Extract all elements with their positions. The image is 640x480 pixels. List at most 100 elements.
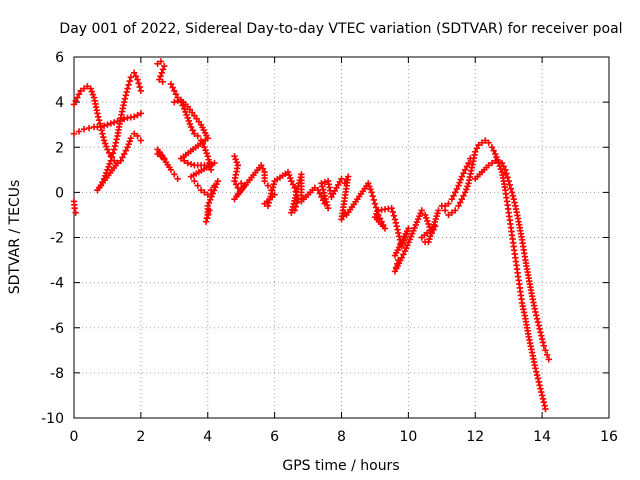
data-point — [80, 126, 88, 133]
data-point — [84, 83, 91, 90]
data-point — [455, 202, 462, 210]
data-point — [288, 177, 295, 185]
data-point — [542, 347, 549, 354]
x-tick-label: 10 — [399, 429, 417, 445]
data-point — [267, 193, 274, 200]
data-point — [508, 189, 516, 196]
data-point — [532, 365, 539, 372]
data-point — [423, 214, 430, 222]
data-point — [536, 325, 543, 333]
data-point — [391, 216, 399, 223]
data-point — [75, 91, 83, 98]
data-point — [89, 91, 97, 98]
data-point — [88, 88, 96, 95]
data-point — [389, 208, 396, 216]
data-point — [158, 69, 165, 76]
data-point — [460, 169, 467, 177]
data-point — [95, 113, 102, 120]
data-point — [265, 199, 272, 207]
data-point — [538, 332, 545, 339]
data-point — [71, 204, 78, 212]
data-point — [72, 209, 79, 216]
data-point — [110, 119, 118, 126]
x-tick-label: 14 — [533, 429, 551, 445]
data-point — [126, 77, 133, 85]
y-tick-label: -4 — [50, 276, 64, 292]
data-point — [202, 147, 209, 154]
data-point — [540, 399, 547, 406]
data-point — [159, 66, 167, 73]
data-point — [463, 186, 470, 193]
data-point — [421, 211, 429, 219]
data-point — [371, 213, 379, 221]
data-point — [213, 180, 220, 188]
x-axis-label: GPS time / hours — [282, 458, 399, 474]
data-point — [124, 85, 131, 92]
data-point — [132, 72, 140, 80]
data-point — [159, 78, 166, 86]
data-point — [472, 148, 479, 155]
data-point — [136, 83, 143, 91]
data-point — [100, 175, 108, 183]
data-point — [316, 190, 323, 197]
x-tick-label: 16 — [600, 429, 618, 445]
data-point — [130, 69, 138, 76]
data-point — [130, 130, 138, 137]
data-point — [537, 385, 544, 392]
data-point — [231, 153, 238, 160]
data-point — [285, 171, 293, 179]
data-point — [194, 132, 201, 140]
data-point — [171, 87, 178, 95]
data-point — [323, 198, 330, 206]
data-point — [535, 378, 542, 386]
x-tick-label: 6 — [270, 429, 279, 445]
data-point — [533, 315, 541, 322]
data-point — [457, 176, 464, 183]
data-point — [418, 234, 425, 241]
data-point — [500, 163, 507, 170]
data-point — [532, 308, 539, 316]
data-point — [125, 141, 132, 148]
data-point — [111, 142, 119, 150]
data-point — [204, 191, 211, 198]
data-point — [367, 186, 374, 193]
data-point — [371, 200, 379, 207]
data-point — [488, 159, 496, 167]
data-point — [212, 184, 219, 191]
data-points — [70, 58, 553, 413]
data-point — [268, 190, 275, 197]
data-point — [120, 150, 128, 158]
data-point — [268, 187, 276, 194]
data-point — [108, 153, 116, 161]
data-point — [171, 98, 178, 106]
data-point — [266, 196, 273, 203]
data-point — [98, 127, 105, 134]
data-point — [418, 207, 425, 214]
data-point — [289, 181, 297, 188]
data-point — [181, 105, 188, 113]
data-point — [70, 130, 78, 137]
x-tick-label: 4 — [203, 429, 212, 445]
data-point — [264, 182, 272, 189]
data-point — [189, 127, 196, 134]
data-point — [206, 207, 213, 214]
data-point — [80, 85, 88, 92]
data-point — [538, 392, 546, 399]
data-point — [492, 157, 499, 164]
data-point — [237, 180, 245, 187]
data-point — [458, 173, 466, 180]
data-point — [187, 173, 195, 180]
data-point — [503, 170, 510, 177]
data-point — [511, 199, 518, 206]
data-point — [368, 189, 375, 196]
data-point — [261, 200, 268, 207]
data-point — [318, 193, 325, 201]
data-point — [109, 150, 117, 157]
data-point — [456, 179, 463, 186]
data-point — [94, 110, 101, 117]
data-point — [339, 212, 347, 220]
data-point — [104, 166, 111, 174]
data-point — [507, 185, 515, 192]
data-point — [539, 395, 547, 403]
data-point — [122, 92, 130, 99]
